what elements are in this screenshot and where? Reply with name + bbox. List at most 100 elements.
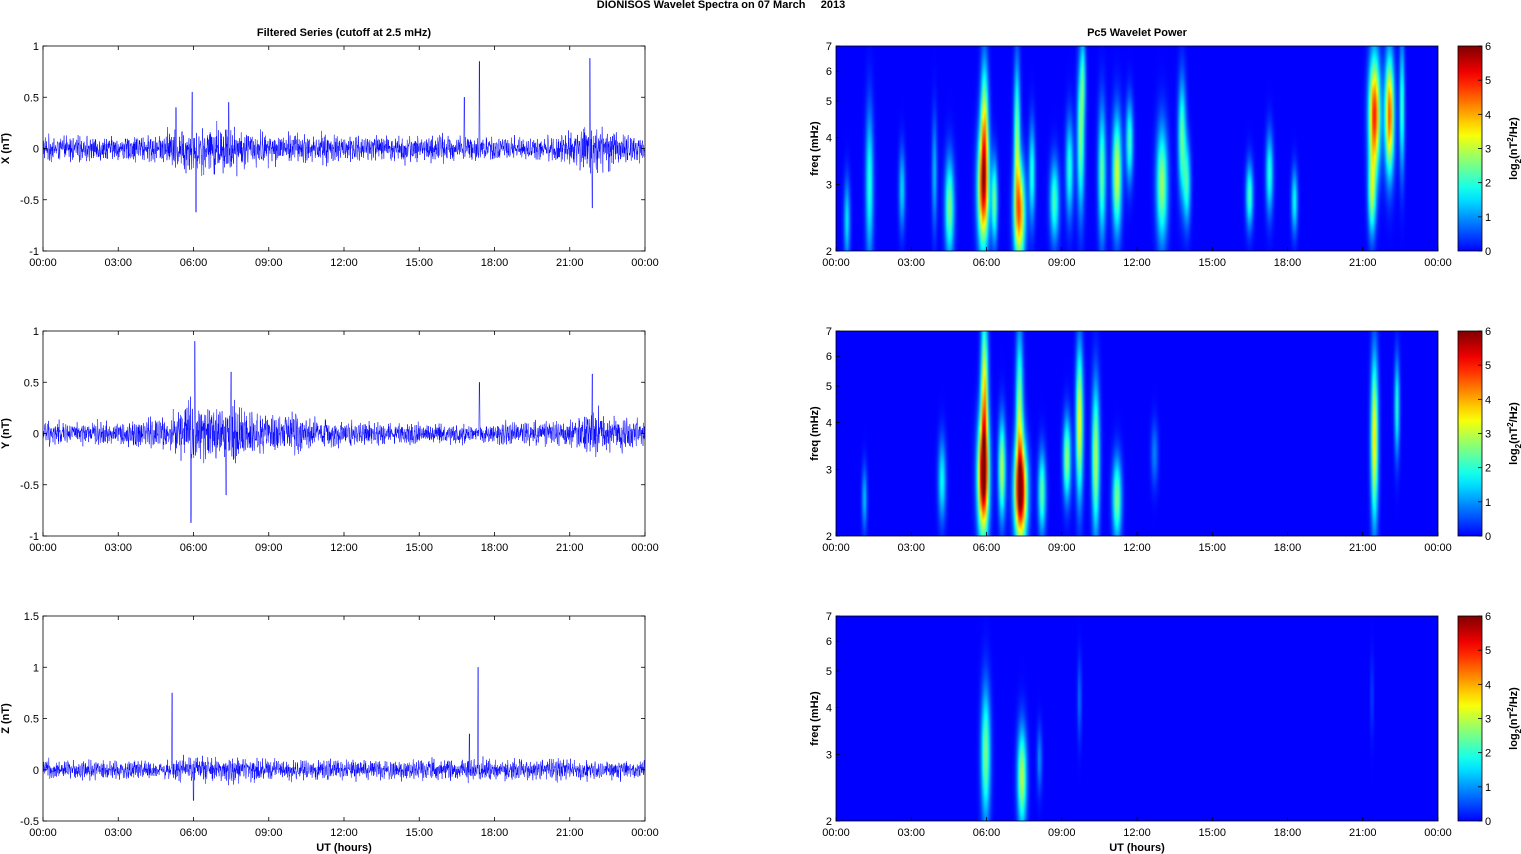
x-tick-label: 12:00	[1123, 542, 1151, 554]
right-column-title: Pc5 Wavelet Power	[1087, 27, 1188, 39]
colorbar-tick-label: 4	[1485, 394, 1491, 406]
x-tick-label: 00:00	[631, 257, 659, 269]
x-tick-label: 06:00	[180, 257, 208, 269]
colorbar-label: log2(nT2/Hz)	[1506, 117, 1521, 180]
colorbar-label: log2(nT2/Hz)	[1506, 402, 1521, 465]
x-tick-label: 15:00	[405, 542, 433, 554]
x-tick-label: 18:00	[1274, 827, 1302, 839]
y-tick-label: 2	[826, 246, 832, 258]
y-tick-label: 4	[826, 418, 832, 430]
colorbar-tick-label: 0	[1485, 246, 1491, 258]
figure-title: DIONISOS Wavelet Spectra on 07 March 201…	[597, 0, 845, 11]
xlabel-right: UT (hours)	[1109, 842, 1165, 854]
y-tick-label: 1.5	[24, 611, 39, 623]
colorbar-tick-label: 5	[1485, 645, 1491, 657]
y-tick-label: -1	[29, 246, 39, 258]
colorbar-tick-label: 5	[1485, 360, 1491, 372]
y-axis-label: Z (nT)	[0, 703, 12, 734]
colorbar-tick-label: 1	[1485, 497, 1491, 509]
x-tick-label: 15:00	[1198, 257, 1226, 269]
heatmap-image	[836, 616, 1438, 821]
x-tick-label: 03:00	[897, 827, 925, 839]
heatmap-panel-z: 2 3 4 5 6 7 0 1 2 3 4 5 6 log2(nT2/Hz) 00:00 03:00 06:00…	[809, 611, 1521, 839]
heatmap-image	[836, 331, 1438, 536]
colorbar: 0 1 2 3 4 5 6 log2(nT2/Hz)	[1457, 41, 1521, 258]
y-tick-label: 1	[33, 326, 39, 338]
plot-area	[43, 616, 645, 821]
y-axis-label: freq (mHz)	[809, 121, 821, 176]
colorbar-tick-label: 0	[1485, 816, 1491, 828]
x-tick-label: 09:00	[1048, 542, 1076, 554]
y-tick-label: -1	[29, 531, 39, 543]
colorbar-tick-label: 2	[1485, 748, 1491, 760]
x-tick-label: 03:00	[104, 542, 132, 554]
colorbar-tick-label: 1	[1485, 782, 1491, 794]
y-tick-label: -0.5	[20, 195, 39, 207]
y-axis-label: freq (mHz)	[809, 691, 821, 746]
y-tick-label: 7	[826, 611, 832, 623]
x-tick-label: 00:00	[29, 827, 57, 839]
x-tick-label: 00:00	[631, 827, 659, 839]
y-tick-label: 0.5	[24, 714, 39, 726]
x-tick-label: 00:00	[29, 257, 57, 269]
x-tick-label: 06:00	[973, 257, 1001, 269]
x-tick-label: 12:00	[1123, 827, 1151, 839]
colorbar-tick-label: 3	[1485, 144, 1491, 156]
x-tick-label: 03:00	[104, 827, 132, 839]
x-tick-label: 21:00	[1349, 827, 1377, 839]
y-tick-label: 6	[826, 636, 832, 648]
colorbar-tick-label: 2	[1485, 178, 1491, 190]
y-tick-label: 5	[826, 666, 832, 678]
x-tick-label: 15:00	[1198, 542, 1226, 554]
x-tick-label: 00:00	[29, 542, 57, 554]
colorbar: 0 1 2 3 4 5 6 log2(nT2/Hz)	[1457, 326, 1521, 543]
y-tick-label: 3	[826, 750, 832, 762]
x-tick-label: 21:00	[556, 827, 584, 839]
x-tick-label: 15:00	[405, 257, 433, 269]
heatmap-panel-x: 2 3 4 5 6 7 0 1 2 3 4 5 6 log2(nT2/Hz) 00:00 03:00 06:00…	[809, 41, 1521, 269]
x-tick-label: 00:00	[1424, 257, 1452, 269]
x-tick-label: 09:00	[1048, 257, 1076, 269]
colorbar-tick-label: 2	[1485, 463, 1491, 475]
x-tick-label: 21:00	[556, 257, 584, 269]
y-tick-label: 7	[826, 41, 832, 53]
xlabel-left: UT (hours)	[316, 842, 372, 854]
heatmap-image	[836, 46, 1438, 251]
x-tick-label: 09:00	[255, 827, 283, 839]
colorbar-tick-label: 6	[1485, 41, 1491, 53]
series-line	[43, 341, 645, 523]
x-tick-label: 21:00	[1349, 257, 1377, 269]
colorbar-tick-label: 4	[1485, 679, 1491, 691]
y-axis-label: freq (mHz)	[809, 406, 821, 461]
y-tick-label: 3	[826, 180, 832, 192]
colorbar: 0 1 2 3 4 5 6 log2(nT2/Hz)	[1457, 611, 1521, 828]
y-tick-label: -0.5	[20, 480, 39, 492]
x-tick-label: 15:00	[1198, 827, 1226, 839]
colorbar-tick-label: 5	[1485, 75, 1491, 87]
y-tick-label: 2	[826, 816, 832, 828]
x-tick-label: 15:00	[405, 827, 433, 839]
y-tick-label: 0.5	[24, 92, 39, 104]
heatmap-panel-y: 2 3 4 5 6 7 0 1 2 3 4 5 6 log2(nT2/Hz) 00:00 03:00 06:00…	[809, 326, 1521, 554]
colorbar-tick-label: 1	[1485, 212, 1491, 224]
x-tick-label: 00:00	[822, 827, 850, 839]
colorbar-tick-label: 6	[1485, 326, 1491, 338]
x-tick-label: 06:00	[180, 827, 208, 839]
line-panel-x: -1 -0.5 0 0.5 1 00:00 03:00 06:00 09:00 12:00 15:0…	[0, 41, 659, 269]
x-tick-label: 21:00	[1349, 542, 1377, 554]
y-tick-label: 3	[826, 465, 832, 477]
colorbar-label: log2(nT2/Hz)	[1506, 687, 1521, 750]
line-panel-y: -1 -0.5 0 0.5 1 00:00 03:00 06:00 09:00 12:00 15:0…	[0, 326, 659, 554]
x-tick-label: 18:00	[1274, 257, 1302, 269]
x-tick-label: 00:00	[1424, 542, 1452, 554]
x-tick-label: 09:00	[1048, 827, 1076, 839]
colorbar-tick-label: 3	[1485, 714, 1491, 726]
y-tick-label: 0.5	[24, 377, 39, 389]
x-tick-label: 09:00	[255, 257, 283, 269]
y-tick-label: 5	[826, 96, 832, 108]
x-tick-label: 06:00	[973, 542, 1001, 554]
y-tick-label: 1	[33, 41, 39, 53]
colorbar-tick-label: 6	[1485, 611, 1491, 623]
y-tick-label: 4	[826, 133, 832, 145]
